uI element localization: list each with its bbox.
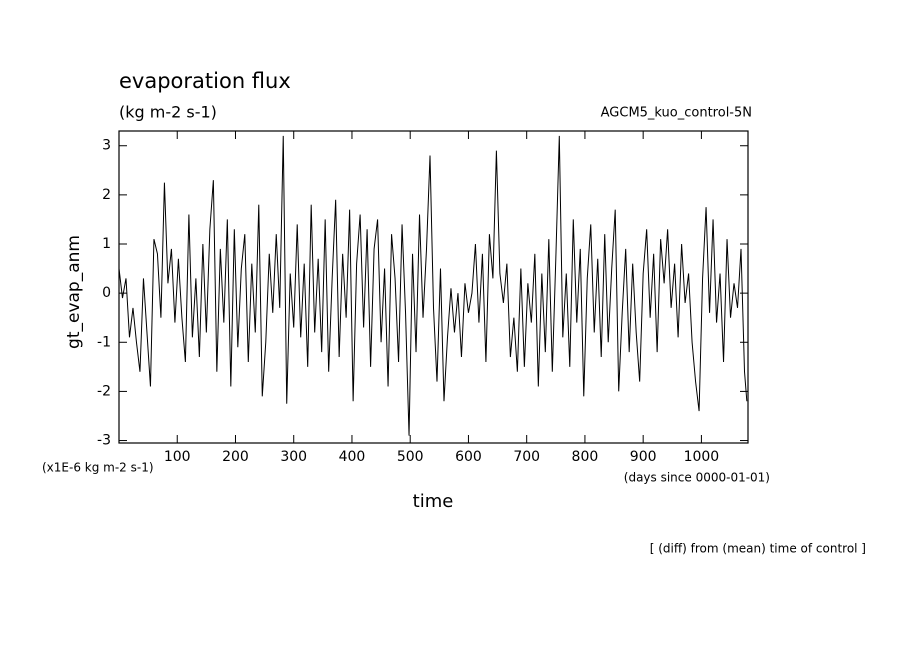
x-tick-label: 800 xyxy=(572,449,599,465)
y-tick-label: 3 xyxy=(102,138,111,154)
y-axis-label: gt_evap_anm xyxy=(64,235,84,349)
y-tick-label: -1 xyxy=(97,334,111,350)
x-tick-label: 300 xyxy=(280,449,307,465)
x-axis-label: time xyxy=(413,491,454,512)
y-unit: (x1E-6 kg m-2 s-1) xyxy=(42,461,154,475)
data-line xyxy=(118,135,748,436)
y-tick-label: -2 xyxy=(97,383,111,399)
note: [ (diff) from (mean) time of control ] xyxy=(650,542,866,556)
y-tick-label: 0 xyxy=(102,285,111,301)
x-tick-label: 100 xyxy=(164,449,191,465)
x-tick-label: 600 xyxy=(455,449,482,465)
y-tick-label: 1 xyxy=(102,236,111,252)
annotation: AGCM5_kuo_control-5N xyxy=(601,106,752,121)
plot-frame xyxy=(118,130,749,444)
x-tick-label: 700 xyxy=(513,449,540,465)
y-tick-label: 2 xyxy=(102,187,111,203)
x-tick-label: 400 xyxy=(339,449,366,465)
x-unit: (days since 0000-01-01) xyxy=(624,471,770,485)
x-tick-label: 500 xyxy=(397,449,424,465)
y-tick-label: -3 xyxy=(97,433,111,449)
x-tick-label: 900 xyxy=(630,449,657,465)
x-tick-label: 200 xyxy=(222,449,249,465)
x-tick-label: 1000 xyxy=(684,449,720,465)
chart-subtitle: (kg m-2 s-1) xyxy=(119,103,217,122)
chart-title: evaporation flux xyxy=(119,69,291,93)
